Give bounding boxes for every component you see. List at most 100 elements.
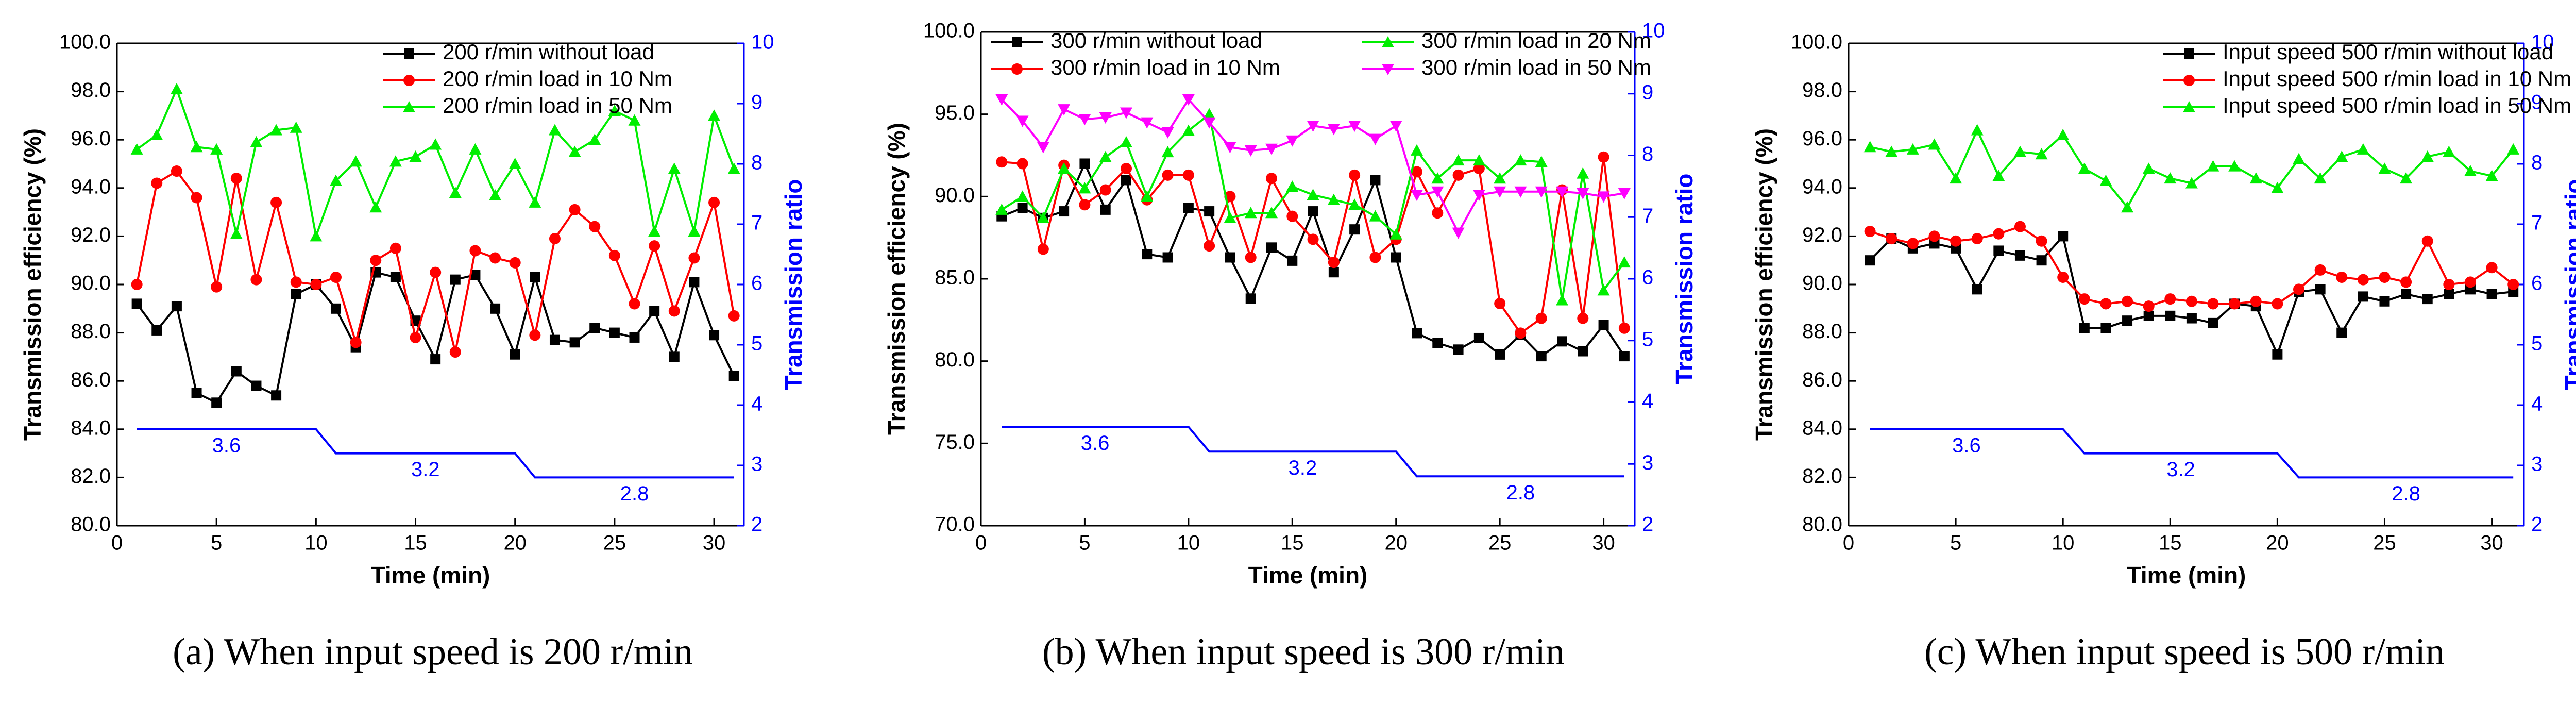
marker	[2164, 172, 2177, 184]
marker	[1224, 211, 1236, 223]
marker	[549, 233, 561, 245]
marker	[1556, 294, 1568, 306]
marker	[2378, 162, 2391, 174]
marker	[1141, 117, 1154, 129]
legend-label: 300 r/min without load	[1050, 28, 1262, 53]
x-tick-label: 5	[1079, 532, 1090, 555]
marker	[191, 192, 202, 204]
marker	[230, 173, 242, 185]
y-tick-label: 94.0	[71, 175, 111, 198]
marker	[2485, 170, 2498, 181]
legend-label: Input speed 500 r/min without load	[2223, 40, 2553, 64]
y2-tick-label: 3	[1642, 451, 1653, 474]
y2-tick-label: 10	[2531, 31, 2554, 54]
marker	[1328, 257, 1340, 269]
marker	[995, 203, 1008, 215]
marker	[130, 143, 143, 155]
marker	[1037, 243, 1049, 255]
marker	[449, 346, 461, 358]
x-tick-label: 20	[1384, 532, 1408, 555]
marker	[2421, 235, 2433, 247]
x-tick-label: 10	[2052, 532, 2075, 555]
marker	[2422, 294, 2433, 305]
marker	[589, 221, 601, 232]
marker	[1556, 186, 1568, 198]
marker	[2400, 172, 2413, 184]
marker	[1577, 312, 1589, 324]
marker	[1162, 169, 1174, 181]
marker	[2228, 160, 2241, 172]
marker	[190, 141, 203, 153]
y-tick-label: 90.0	[71, 272, 111, 295]
marker	[530, 272, 540, 282]
y-tick-label: 98.0	[71, 79, 111, 102]
marker	[1182, 124, 1195, 136]
marker	[1369, 252, 1381, 263]
y-tick-label: 92.0	[1802, 224, 1842, 246]
legend-label: 300 r/min load in 50 Nm	[1421, 55, 1651, 79]
annotation: 3.6	[1081, 432, 1110, 455]
marker	[1161, 146, 1174, 158]
marker	[1058, 162, 1071, 174]
marker	[250, 274, 262, 286]
marker	[131, 298, 142, 309]
marker	[1452, 169, 1464, 181]
x-tick-label: 5	[1950, 532, 1961, 555]
y-tick-label: 70.0	[935, 513, 975, 536]
marker	[2058, 231, 2069, 242]
y-tick-label: 85.0	[935, 266, 975, 289]
x-tick-label: 20	[503, 532, 527, 555]
marker	[1557, 336, 1567, 347]
marker	[1535, 186, 1548, 198]
marker	[609, 327, 620, 338]
marker	[1993, 228, 2005, 240]
y-tick-label: 100.0	[1791, 31, 1842, 54]
marker	[1099, 184, 1111, 196]
marker	[1885, 145, 1898, 157]
marker	[2014, 250, 2025, 261]
marker	[1161, 127, 1174, 139]
marker	[1348, 198, 1361, 210]
marker	[668, 162, 681, 174]
marker	[1328, 267, 1339, 278]
x-tick-label: 30	[2480, 532, 2503, 555]
y-axis-label: Transmission efficiency (%)	[883, 123, 910, 435]
marker	[409, 150, 422, 162]
marker	[1307, 233, 1319, 245]
y-tick-label: 100.0	[59, 31, 111, 54]
marker	[330, 303, 341, 314]
marker	[1078, 182, 1091, 194]
marker	[1058, 104, 1071, 116]
y2-tick-label: 8	[1642, 143, 1653, 165]
marker	[2143, 300, 2155, 312]
marker	[2357, 274, 2369, 286]
marker	[191, 388, 202, 398]
marker	[1494, 297, 1506, 309]
y2-axis-label: Transmission ratio	[1671, 173, 1698, 384]
marker	[1224, 142, 1236, 154]
marker	[1864, 226, 1876, 238]
series-line	[1869, 234, 2514, 358]
marker	[1245, 252, 1257, 263]
y-tick-label: 88.0	[71, 320, 111, 343]
marker	[1011, 63, 1023, 75]
y2-tick-label: 9	[751, 91, 762, 114]
marker	[1037, 211, 1049, 223]
marker	[1079, 158, 1090, 169]
marker	[2464, 165, 2477, 177]
marker	[1121, 175, 1131, 186]
marker	[150, 128, 163, 140]
marker	[469, 245, 481, 257]
marker	[1494, 186, 1506, 198]
marker	[2036, 235, 2047, 247]
x-tick-label: 0	[111, 532, 123, 555]
marker	[1472, 190, 1485, 202]
y2-tick-label: 5	[751, 332, 762, 355]
x-axis-label: Time (min)	[371, 562, 490, 589]
marker	[2421, 150, 2434, 162]
marker	[629, 332, 640, 343]
marker	[728, 310, 740, 322]
y2-tick-label: 5	[1642, 328, 1653, 350]
marker	[151, 177, 163, 189]
marker	[1578, 346, 1588, 357]
